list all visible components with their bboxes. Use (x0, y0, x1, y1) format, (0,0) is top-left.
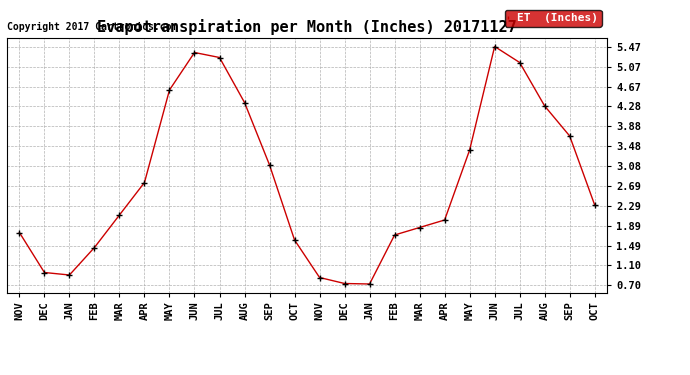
Title: Evapotranspiration per Month (Inches) 20171127: Evapotranspiration per Month (Inches) 20… (97, 19, 517, 35)
Text: Copyright 2017 Cartronics.com: Copyright 2017 Cartronics.com (7, 22, 177, 32)
Legend: ET  (Inches): ET (Inches) (505, 10, 602, 27)
